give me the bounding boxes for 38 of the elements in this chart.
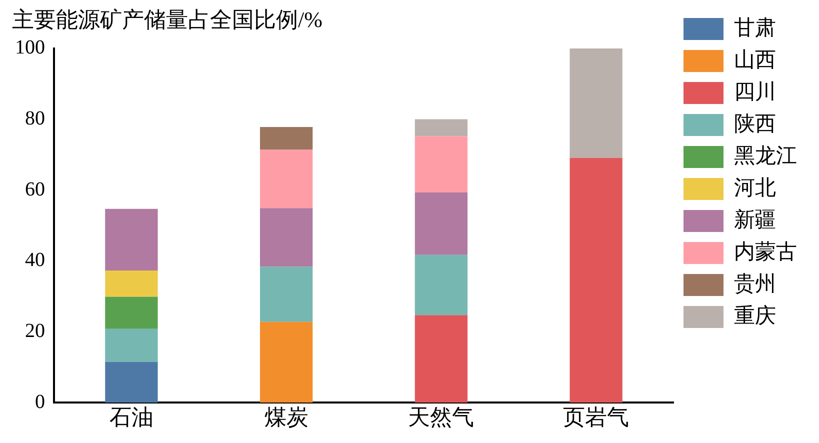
bar [414,119,468,136]
bar [414,136,468,193]
bar [105,208,158,270]
bar [260,127,313,150]
legend-label: 四川 [734,80,776,104]
bar [414,192,468,255]
legend-label: 黑龙江 [734,144,797,168]
bar [570,48,622,158]
x-tick-label: 煤炭 [264,404,308,430]
bar [570,158,622,403]
legend-label: 新疆 [734,208,776,232]
bar [105,296,158,329]
legend-label: 河北 [734,176,776,200]
bar [414,254,468,316]
legend-label: 内蒙古 [734,240,797,264]
legend-label: 重庆 [734,304,776,328]
bar [105,362,158,403]
bar [105,270,158,297]
x-tick-label: 石油 [109,404,154,430]
bar [260,266,313,322]
legend-label: 山西 [734,48,776,72]
legend-label: 陕西 [734,112,776,136]
y-tick-label: 20 [25,320,45,342]
bar [260,208,313,267]
y-tick-label: 60 [25,178,45,200]
y-tick-label: 0 [35,390,45,413]
legend-label: 贵州 [734,272,776,296]
y-tick-label: 80 [25,107,45,130]
bar [105,328,158,362]
legend-label: 甘肃 [734,16,776,40]
y-tick-label: 40 [25,249,45,272]
x-tick-label: 页岩气 [563,404,630,430]
x-tick-label: 天然气 [408,404,474,430]
chart-title: 主要能源矿产储量占全国比例/% [12,6,322,32]
bar [414,315,468,403]
bar [260,322,313,403]
bar [260,150,313,208]
y-tick-label: 100 [15,36,45,59]
